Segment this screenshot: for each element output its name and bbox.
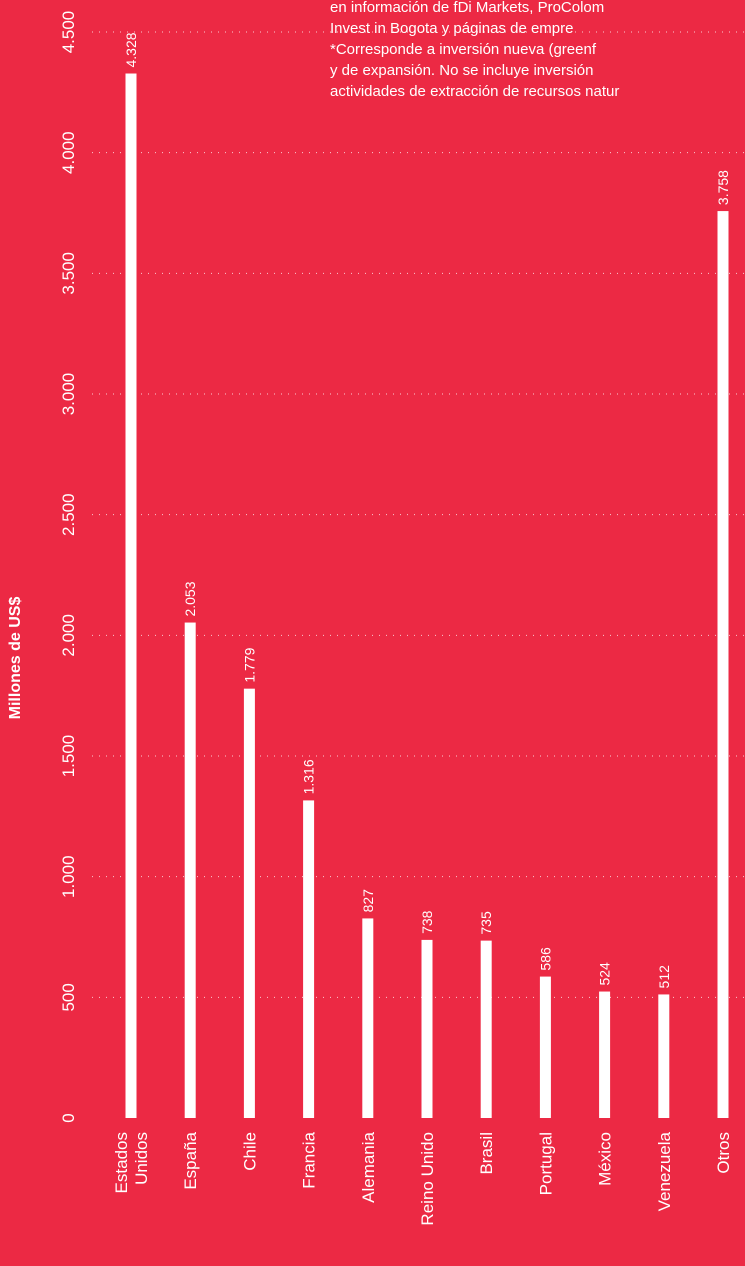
bars [125, 73, 729, 1119]
bar [184, 622, 196, 1118]
note-line: en información de fDi Markets, ProColom [330, 0, 604, 16]
x-category-label: Portugal [536, 1132, 555, 1195]
bar [480, 940, 492, 1118]
y-tick-label: 3.500 [59, 252, 78, 295]
x-category-label: Brasil [477, 1132, 496, 1175]
note-line: Invest in Bogota y páginas de empre [330, 20, 574, 37]
y-tick-label: 4.500 [59, 11, 78, 54]
data-label: 3.758 [715, 170, 731, 205]
data-label: 735 [478, 911, 494, 935]
data-label: 2.053 [182, 581, 198, 616]
y-axis-label: Millones de US$ [7, 597, 24, 720]
data-label: 1.779 [241, 647, 257, 682]
source-note: en información de fDi Markets, ProColom … [330, 0, 619, 100]
bar [539, 976, 551, 1118]
x-category-label: Alemania [359, 1131, 378, 1202]
bar [421, 939, 433, 1118]
x-category-label: Venezuela [655, 1131, 674, 1211]
note-line: y de expansión. No se incluye inversión [330, 62, 593, 79]
note-line: actividades de extracción de recursos na… [330, 83, 619, 100]
bar [125, 73, 137, 1119]
note-line: *Corresponde a inversión nueva (greenf [330, 41, 597, 58]
bar [362, 918, 374, 1118]
y-tick-label: 3.000 [59, 373, 78, 416]
x-axis-categories: Estados Unidos España Chile Francia Alemania R… [112, 1131, 733, 1225]
y-tick-label: 2.500 [59, 493, 78, 536]
x-category-label: Otros [714, 1132, 733, 1174]
data-label: 827 [360, 889, 376, 913]
data-label: 1.316 [301, 759, 317, 794]
y-tick-label: 2.000 [59, 614, 78, 657]
y-tick-label: 500 [59, 983, 78, 1011]
data-label: 738 [419, 910, 435, 934]
data-labels: 4.328 2.053 1.779 1.316 827 738 735 586 524 512 3.… [123, 32, 731, 988]
bar [599, 991, 611, 1118]
x-category-label: México [596, 1132, 615, 1186]
bar [658, 994, 670, 1118]
x-category-label: Chile [240, 1132, 259, 1171]
x-category-label: España [181, 1131, 200, 1189]
bar [717, 211, 729, 1118]
x-category-label: Francia [300, 1131, 319, 1188]
y-tick-label: 4.000 [59, 131, 78, 174]
data-label: 586 [537, 947, 553, 971]
x-category-label: Estados [112, 1132, 131, 1193]
y-axis-ticks: 0 500 1.000 1.500 2.000 2.500 3.000 3.500 4.000 4… [59, 11, 78, 1123]
data-label: 512 [656, 965, 672, 989]
bar [303, 800, 315, 1118]
data-label: 4.328 [123, 32, 139, 67]
x-category-label: Unidos [132, 1132, 151, 1185]
y-tick-label: 1.500 [59, 735, 78, 778]
bar [243, 688, 255, 1118]
x-category-label: Reino Unido [418, 1132, 437, 1226]
data-label: 524 [597, 962, 613, 986]
y-tick-label: 1.000 [59, 855, 78, 898]
y-tick-label: 0 [59, 1113, 78, 1122]
